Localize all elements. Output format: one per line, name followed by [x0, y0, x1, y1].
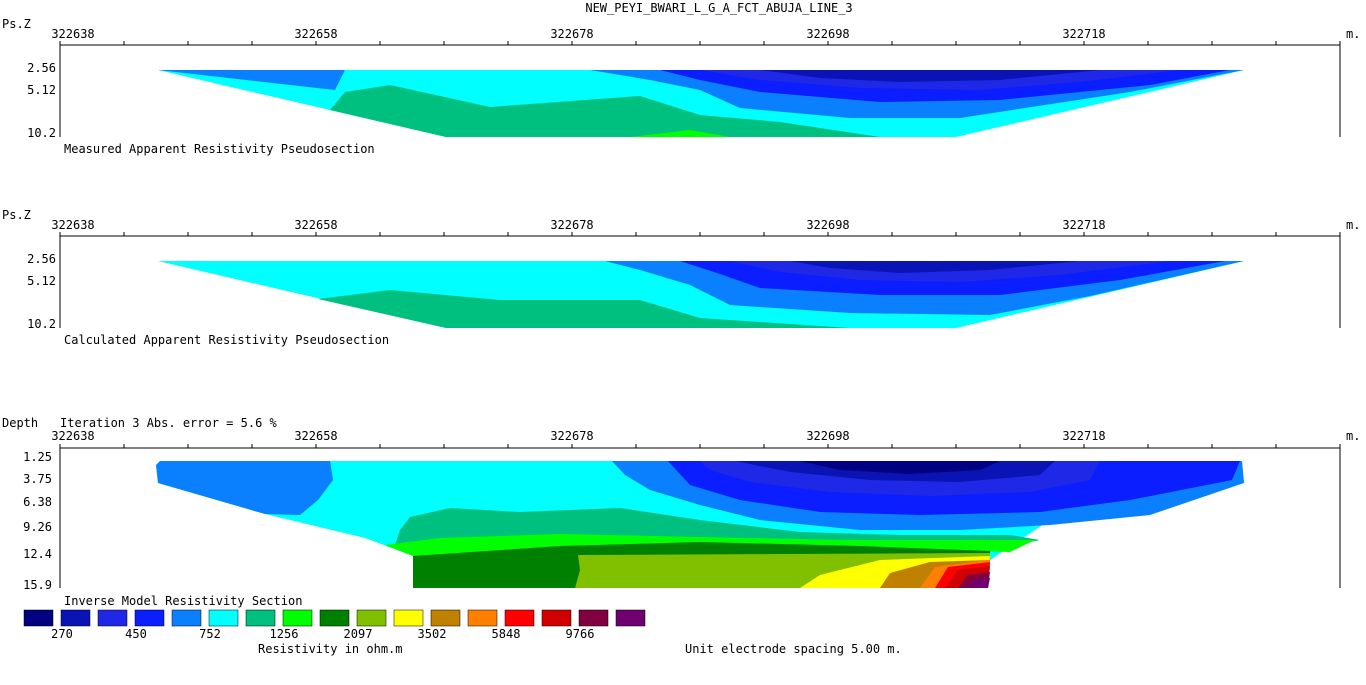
legend-value-label: 9766 [566, 627, 595, 641]
legend-swatch [578, 609, 609, 627]
inverse-xunit: m. [1346, 429, 1360, 443]
legend-value-label: 450 [125, 627, 147, 641]
legend-value-label: 2097 [344, 627, 373, 641]
inverse-model-section: Depth Iteration 3 Abs. error = 5.6 % 322… [2, 416, 1360, 608]
legend-swatch [615, 609, 646, 627]
measured-xtick-0: 322638 [51, 27, 94, 41]
measured-xtick-2: 322678 [550, 27, 593, 41]
inverse-ytick-2: 6.38 [23, 495, 52, 509]
inverse-ytick-1: 3.75 [23, 472, 52, 486]
legend-swatch [171, 609, 202, 627]
legend-value-label: 3502 [418, 627, 447, 641]
calculated-caption: Calculated Apparent Resistivity Pseudose… [64, 333, 389, 347]
measured-ytick-1: 5.12 [27, 83, 56, 97]
calculated-ytick-1: 5.12 [27, 274, 56, 288]
legend-swatch [430, 609, 461, 627]
inverse-ylabel: Depth [2, 416, 38, 430]
measured-ylabel: Ps.Z [2, 17, 31, 31]
figure-title: NEW_PEYI_BWARI_L_G_A_FCT_ABUJA_LINE_3 [585, 1, 852, 15]
calculated-xtick-3: 322698 [806, 218, 849, 232]
inverse-ytick-5: 15.9 [23, 578, 52, 592]
inverse-xtick-1: 322658 [294, 429, 337, 443]
legend-unit-label: Resistivity in ohm.m [258, 642, 403, 656]
calculated-pseudosection: Ps.Z 322638 322658 322678 322698 322718 … [2, 208, 1360, 347]
legend-value-label: 5848 [492, 627, 521, 641]
calculated-ylabel: Ps.Z [2, 208, 31, 222]
measured-xtick-3: 322698 [806, 27, 849, 41]
legend-swatch [467, 609, 498, 627]
measured-xunit: m. [1346, 27, 1360, 41]
inverse-contours [156, 461, 1244, 588]
inverse-xtick-2: 322678 [550, 429, 593, 443]
measured-ytick-0: 2.56 [27, 61, 56, 75]
legend-swatch [245, 609, 276, 627]
measured-ytick-2: 10.2 [27, 126, 56, 140]
inverse-caption: Inverse Model Resistivity Section [64, 594, 302, 608]
measured-pseudosection: Ps.Z 322638 322658 322678 322698 322718 … [2, 17, 1360, 156]
calculated-xtick-0: 322638 [51, 218, 94, 232]
calculated-xtick-4: 322718 [1062, 218, 1105, 232]
inverse-ytick-3: 9.26 [23, 520, 52, 534]
legend-swatch [282, 609, 313, 627]
legend-swatch [393, 609, 424, 627]
inverse-ytick-4: 12.4 [23, 547, 52, 561]
inverse-xtick-3: 322698 [806, 429, 849, 443]
legend-swatch [23, 609, 54, 627]
color-legend-labels: 270 450 752 1256 2097 3502 5848 9766 [51, 627, 594, 641]
inverse-xtick-0: 322638 [51, 429, 94, 443]
xaxis-ticks-0 [59, 41, 1341, 45]
measured-contours [158, 70, 1244, 137]
color-legend [23, 609, 646, 627]
calculated-xtick-2: 322678 [550, 218, 593, 232]
calculated-xunit: m. [1346, 218, 1360, 232]
legend-value-label: 1256 [270, 627, 299, 641]
calculated-ytick-2: 10.2 [27, 317, 56, 331]
electrode-spacing-note: Unit electrode spacing 5.00 m. [685, 642, 902, 656]
calculated-xtick-1: 322658 [294, 218, 337, 232]
legend-swatch [134, 609, 165, 627]
measured-xtick-4: 322718 [1062, 27, 1105, 41]
legend-swatch [60, 609, 91, 627]
legend-swatch [541, 609, 572, 627]
xaxis-ticks-2 [59, 444, 1341, 448]
inverse-xtick-4: 322718 [1062, 429, 1105, 443]
legend-swatch [208, 609, 239, 627]
xaxis-ticks-1 [59, 232, 1341, 236]
legend-swatch [319, 609, 350, 627]
measured-caption: Measured Apparent Resistivity Pseudosect… [64, 142, 375, 156]
calculated-contours [158, 261, 1244, 328]
iteration-text: Iteration 3 Abs. error = 5.6 % [60, 416, 278, 430]
calculated-ytick-0: 2.56 [27, 252, 56, 266]
legend-swatch [97, 609, 128, 627]
legend-value-label: 270 [51, 627, 73, 641]
measured-xtick-1: 322658 [294, 27, 337, 41]
inverse-ytick-0: 1.25 [23, 450, 52, 464]
legend-value-label: 752 [199, 627, 221, 641]
legend-swatch [504, 609, 535, 627]
legend-swatch [356, 609, 387, 627]
